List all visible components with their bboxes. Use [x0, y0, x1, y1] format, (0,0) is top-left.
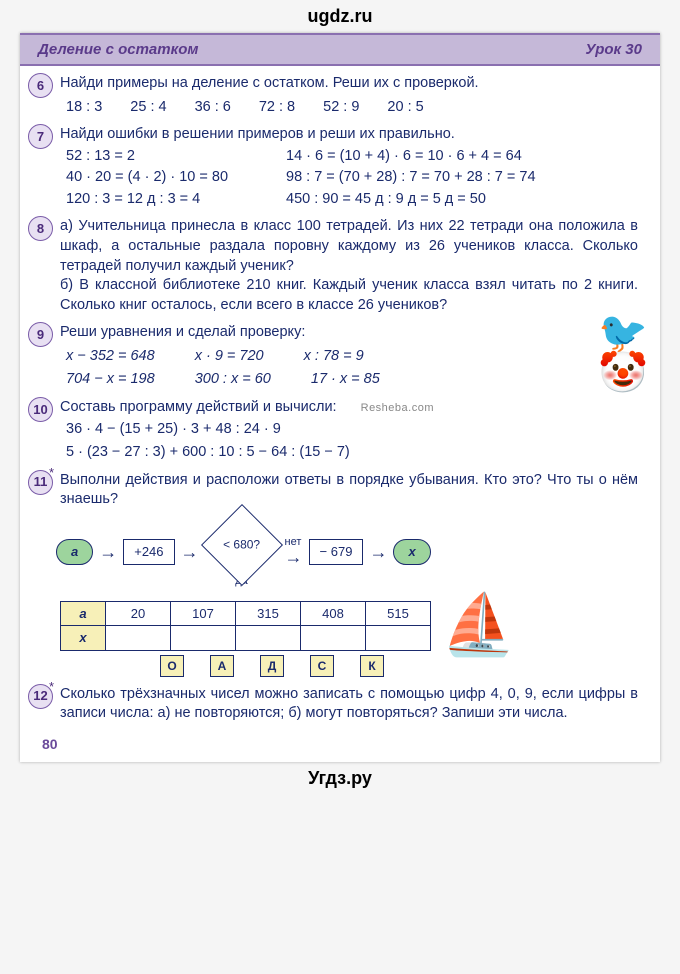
task-text: Выполни действия и расположи ответы в по… [60, 471, 638, 510]
star-icon: * [49, 678, 54, 696]
table-header: x [61, 626, 106, 651]
bottom-url: Угдз.ру [308, 762, 372, 795]
arrow-icon: → [181, 540, 199, 564]
task-text: Составь программу действий и вычисли: Re… [60, 398, 638, 418]
task-number-badge: 9 [28, 322, 53, 347]
expr: 20 : 5 [387, 98, 423, 118]
expr-row: 40 · 20 = (4 · 2) · 10 = 80 98 : 7 = (70… [66, 168, 638, 188]
equation: 17 · x = 85 [311, 370, 380, 390]
task-7: 7 Найди ошибки в решении примеров и реши… [60, 125, 638, 209]
page-header: Деление с остатком Урок 30 [20, 33, 660, 66]
page-content: 6 Найди примеры на деление с остатком. Р… [20, 66, 660, 724]
flow-op2: − 679 [309, 539, 364, 565]
equation: 704 − x = 198 [66, 370, 155, 390]
expr-row: 18 : 3 25 : 4 36 : 6 72 : 8 52 : 9 20 : … [66, 98, 638, 118]
flow-start: a [56, 539, 93, 565]
expr: 5 · (23 − 27 : 3) + 600 : 10 : 5 − 64 : … [66, 443, 638, 463]
flowchart: a → +246 → < 680? да нет → − 679 → x [56, 516, 638, 589]
task-text: Реши уравнения и сделай проверку: [60, 323, 638, 343]
expr: 40 · 20 = (4 · 2) · 10 = 80 [66, 168, 286, 188]
expr: 18 : 3 [66, 98, 102, 118]
expr-row: 120 : 3 = 12 д : 3 = 4 450 : 90 = 45 д :… [66, 190, 638, 210]
books-illustration: 🤡 [598, 353, 648, 393]
table-cell [366, 626, 431, 651]
table-row: a 20 107 315 408 515 [61, 601, 431, 626]
task-number-badge: 6 [28, 73, 53, 98]
table-cell: 515 [366, 601, 431, 626]
arrow-icon: → [369, 540, 387, 564]
expr-row: x − 352 = 648 x · 9 = 720 x : 78 = 9 [66, 347, 638, 367]
letter-box: Д [260, 655, 284, 677]
expr: 98 : 7 = (70 + 28) : 7 = 70 + 28 : 7 = 7… [286, 168, 638, 188]
expr: 120 : 3 = 12 д : 3 = 4 [66, 190, 286, 210]
arrow-icon: → [99, 540, 117, 564]
task-6: 6 Найди примеры на деление с остатком. Р… [60, 74, 638, 117]
task-text: Найди ошибки в решении примеров и реши и… [60, 125, 638, 145]
table-row: x [61, 626, 431, 651]
task-8: 8 а) Учительница принесла в класс 100 те… [60, 217, 638, 315]
page-number: 80 [20, 732, 660, 752]
header-left: Деление с остатком [38, 41, 198, 58]
table-cell [106, 626, 171, 651]
task-text-a: а) Учительница принесла в класс 100 тетр… [60, 217, 638, 276]
table-cell: 315 [236, 601, 301, 626]
task-11: 11 * Выполни действия и расположи ответы… [60, 471, 638, 677]
expr: 72 : 8 [259, 98, 295, 118]
equation: x − 352 = 648 [66, 347, 155, 367]
letter-row: О А Д С К [160, 655, 431, 677]
task-10: 10 Составь программу действий и вычисли:… [60, 398, 638, 463]
letter-box: А [210, 655, 234, 677]
task-text: Сколько трёхзначных чисел можно записать… [60, 685, 638, 724]
table-cell: 107 [171, 601, 236, 626]
table-cell: 408 [301, 601, 366, 626]
expr: 36 · 4 − (15 + 25) · 3 + 48 : 24 · 9 [66, 420, 638, 440]
flow-end: x [393, 539, 430, 565]
table-cell [171, 626, 236, 651]
letter-box: С [310, 655, 334, 677]
flow-op1: +246 [123, 539, 174, 565]
arrow-icon: → [285, 545, 303, 569]
equation: x · 9 = 720 [195, 347, 264, 367]
expr: 25 : 4 [130, 98, 166, 118]
letter-box: К [360, 655, 384, 677]
top-url: ugdz.ru [308, 0, 373, 33]
expr-row: 704 − x = 198 300 : x = 60 17 · x = 85 [66, 370, 638, 390]
table-cell: 20 [106, 601, 171, 626]
textbook-page: Деление с остатком Урок 30 6 Найди приме… [20, 33, 660, 762]
letter-box: О [160, 655, 184, 677]
task-text: Найди примеры на деление с остатком. Реш… [60, 74, 638, 94]
header-right: Урок 30 [585, 41, 642, 58]
expr: 52 : 13 = 2 [66, 147, 286, 167]
star-icon: * [49, 464, 54, 482]
task-number-badge: 10 [28, 397, 53, 422]
clown-illustration: 🐦 [598, 313, 648, 353]
equation: x : 78 = 9 [304, 347, 364, 367]
table-cell [301, 626, 366, 651]
watermark: Resheba.com [361, 402, 434, 414]
table-header: a [61, 601, 106, 626]
data-table: a 20 107 315 408 515 x [60, 601, 431, 651]
task-number-badge: 7 [28, 124, 53, 149]
task-number-badge: 8 [28, 216, 53, 241]
ship-illustration: ⛵ [441, 595, 516, 655]
task-12: 12 * Сколько трёхзначных чисел можно зап… [60, 685, 638, 724]
expr: 52 : 9 [323, 98, 359, 118]
flow-condition: < 680? [201, 504, 283, 586]
table-cell [236, 626, 301, 651]
task-9: 9 Реши уравнения и сделай проверку: x − … [60, 323, 638, 390]
task-text-b: б) В классной библиотеке 210 книг. Кажды… [60, 276, 638, 315]
expr: 450 : 90 = 45 д : 9 д = 5 д = 50 [286, 190, 638, 210]
expr: 36 : 6 [195, 98, 231, 118]
expr: 14 · 6 = (10 + 4) · 6 = 10 · 6 + 4 = 64 [286, 147, 638, 167]
expr-row: 52 : 13 = 2 14 · 6 = (10 + 4) · 6 = 10 ·… [66, 147, 638, 167]
equation: 300 : x = 60 [195, 370, 271, 390]
